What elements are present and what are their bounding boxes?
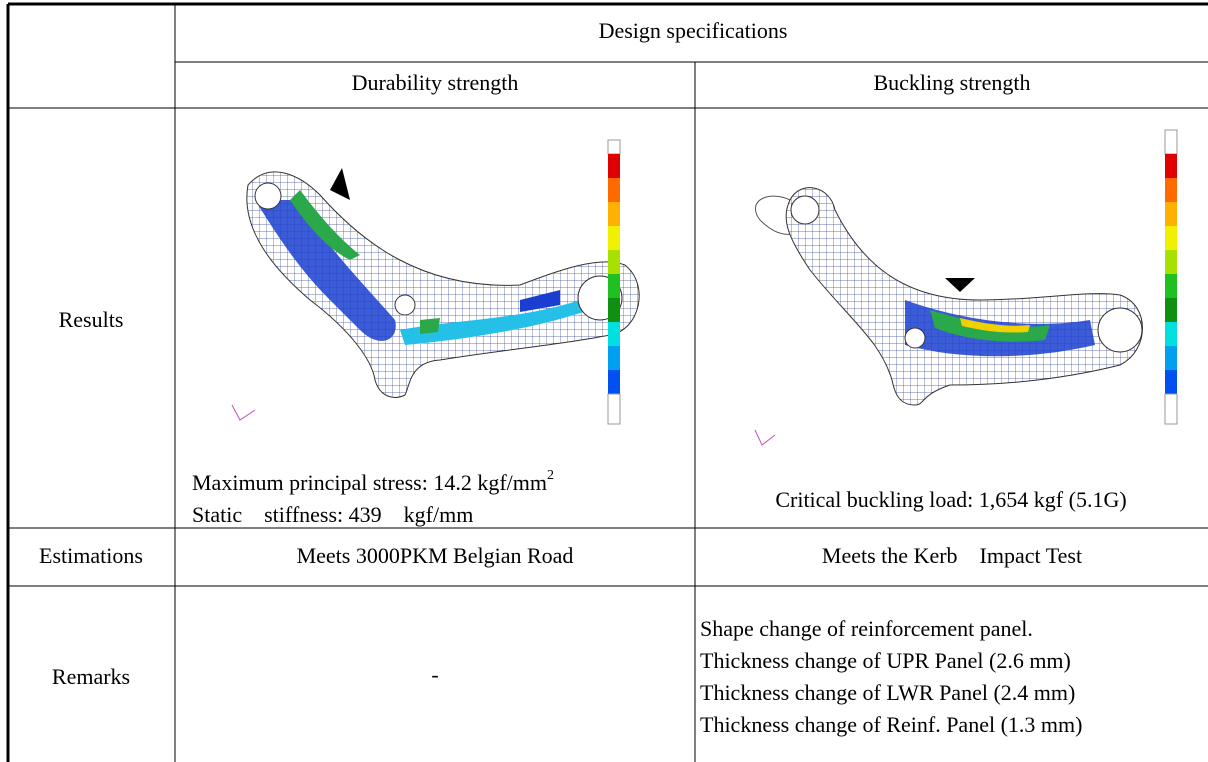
stress-result: Maximum principal stress: 14.2 kgf/mm2 <box>192 468 554 495</box>
buckling-contour-image <box>755 130 1177 445</box>
group-header: Design specifications <box>599 18 788 43</box>
durability-contour-image <box>232 140 639 424</box>
stiffness-result: Static stiffness: 439 kgf/mm <box>192 502 473 527</box>
buckling-result: Critical buckling load: 1,654 kgf (5.1G) <box>775 487 1126 512</box>
remark: Thickness change of LWR Panel (2.4 mm) <box>700 680 1075 705</box>
column-header: Durability strength <box>352 70 519 95</box>
remark: Thickness change of UPR Panel (2.6 mm) <box>700 648 1071 673</box>
remark: Shape change of reinforcement panel. <box>700 616 1033 641</box>
row-label: Remarks <box>52 664 130 689</box>
row-label: Estimations <box>39 543 143 568</box>
stress-exponent: 2 <box>547 468 554 483</box>
remark: - <box>431 662 438 687</box>
spec-table: Design specifications Durability strengt… <box>0 0 1208 762</box>
row-label: Results <box>59 307 124 332</box>
remark: Thickness change of Reinf. Panel (1.3 mm… <box>700 712 1082 737</box>
column-header: Buckling strength <box>873 70 1030 95</box>
stress-text: Maximum principal stress: 14.2 kgf/mm <box>192 470 547 495</box>
estimation: Meets 3000PKM Belgian Road <box>297 543 574 568</box>
estimation: Meets the Kerb Impact Test <box>822 543 1082 568</box>
